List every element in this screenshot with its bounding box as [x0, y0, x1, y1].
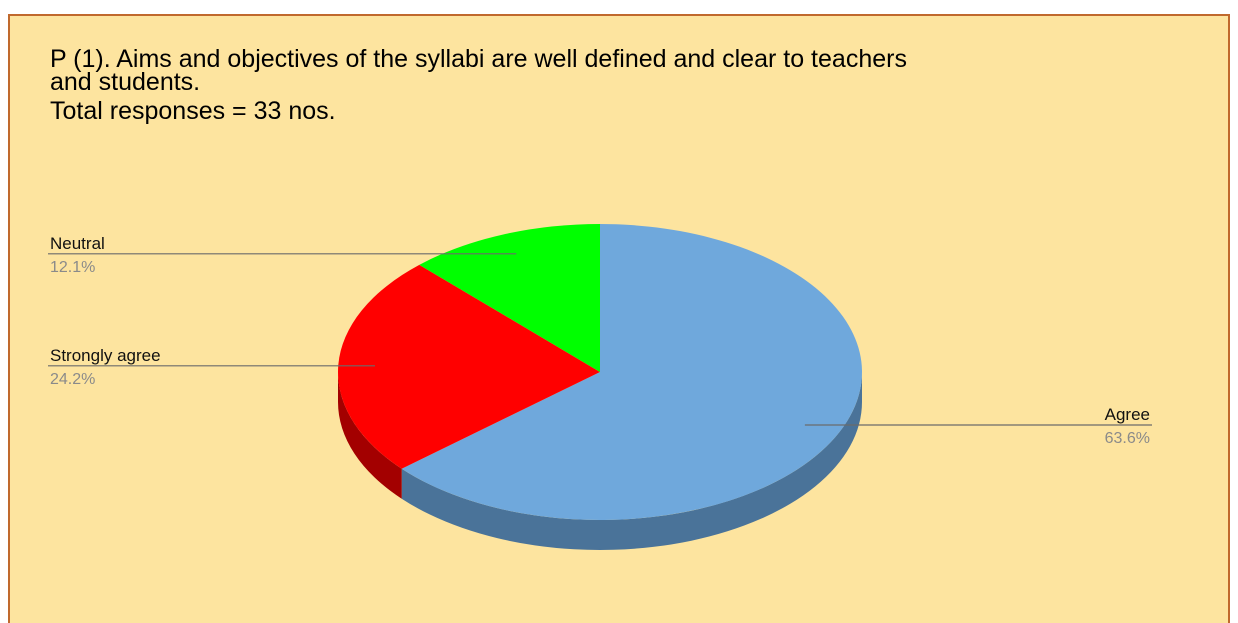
pie-side-agree	[401, 372, 862, 550]
slice-value-neutral: 12.1%	[50, 259, 95, 276]
slice-label-neutral: Neutral	[50, 234, 105, 253]
slice-label-strongly-agree: Strongly agree	[50, 346, 161, 365]
chart-title-line-1: P (1). Aims and objectives of the syllab…	[50, 45, 907, 73]
slice-label-agree: Agree	[1105, 405, 1150, 424]
chart-title-line-3: Total responses = 33 nos.	[50, 97, 336, 125]
pie-slice-agree	[401, 224, 862, 520]
pie-side-strongly-agree	[338, 372, 402, 499]
pie-slice-neutral	[419, 224, 600, 372]
chart-title-line-2: and students.	[50, 68, 201, 96]
slice-value-strongly-agree: 24.2%	[50, 371, 95, 388]
slice-value-agree: 63.6%	[1105, 430, 1150, 447]
pie-slice-strongly-agree	[337, 264, 600, 469]
